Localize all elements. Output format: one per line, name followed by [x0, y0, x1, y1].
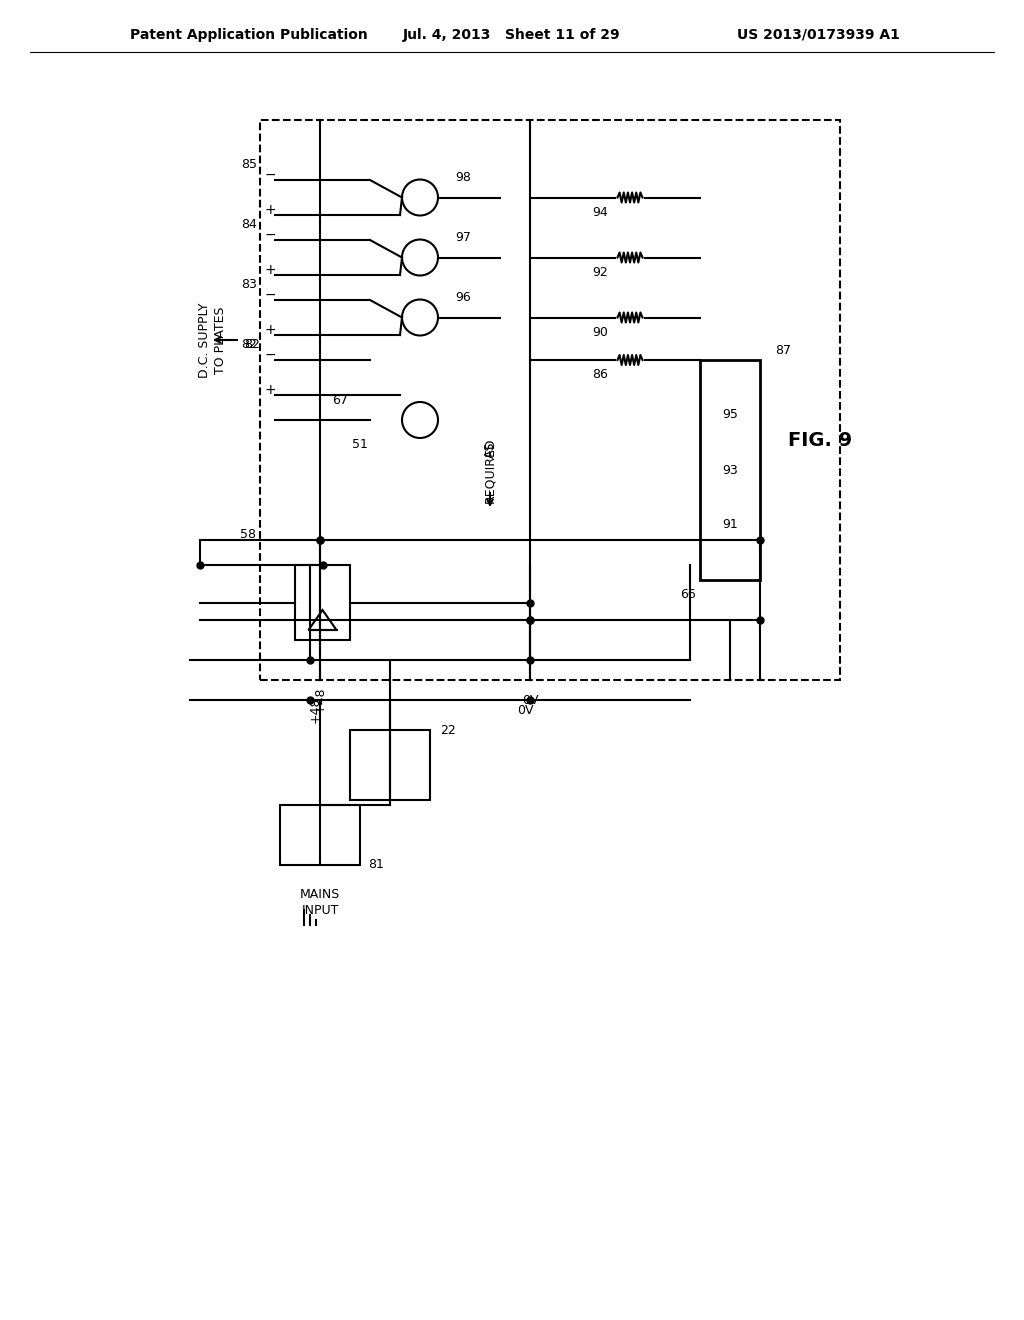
Text: D.C. SUPPLY: D.C. SUPPLY — [199, 302, 212, 378]
Bar — [350, 730, 430, 800]
Text: 92: 92 — [592, 267, 608, 279]
Text: MAINS: MAINS — [300, 888, 340, 902]
Text: −: − — [264, 348, 275, 362]
Text: 82: 82 — [241, 338, 257, 351]
Text: 97: 97 — [455, 231, 471, 244]
Text: 98: 98 — [455, 172, 471, 183]
Text: 84: 84 — [241, 219, 257, 231]
Text: 58: 58 — [240, 528, 256, 541]
Text: REQUIRED: REQUIRED — [483, 437, 497, 503]
Text: −: − — [264, 168, 275, 182]
Text: +: + — [264, 323, 275, 337]
Text: US 2013/0173939 A1: US 2013/0173939 A1 — [737, 28, 900, 42]
Text: 93: 93 — [722, 463, 738, 477]
Text: 86: 86 — [592, 368, 608, 381]
Text: +48: +48 — [313, 686, 327, 713]
Text: 66: 66 — [680, 589, 696, 602]
Bar — [260, 120, 840, 680]
Text: 82: 82 — [244, 338, 260, 351]
Bar — [295, 565, 350, 640]
Text: 0V: 0V — [522, 693, 539, 706]
Text: +48: +48 — [308, 697, 322, 723]
Text: 51: 51 — [352, 438, 368, 451]
Text: 94: 94 — [592, 206, 608, 219]
Text: 83: 83 — [241, 279, 257, 292]
Text: FIG. 9: FIG. 9 — [787, 430, 852, 450]
Text: 0V: 0V — [517, 704, 534, 717]
Text: Patent Application Publication: Patent Application Publication — [130, 28, 368, 42]
Text: 85: 85 — [241, 158, 257, 172]
Text: 90: 90 — [592, 326, 608, 339]
Text: AS: AS — [483, 442, 497, 458]
Bar — [700, 360, 760, 579]
Text: 87: 87 — [775, 343, 791, 356]
Bar — [280, 805, 360, 865]
Text: −: − — [264, 228, 275, 242]
Text: 67: 67 — [332, 393, 348, 407]
Text: +: + — [264, 383, 275, 397]
Text: INPUT: INPUT — [301, 903, 339, 916]
Text: TO PLATES: TO PLATES — [213, 306, 226, 374]
Text: Jul. 4, 2013   Sheet 11 of 29: Jul. 4, 2013 Sheet 11 of 29 — [403, 28, 621, 42]
Text: +: + — [264, 263, 275, 277]
Text: −: − — [264, 288, 275, 302]
Text: 81: 81 — [368, 858, 384, 871]
Text: 91: 91 — [722, 519, 738, 532]
Text: 96: 96 — [455, 290, 471, 304]
Text: 95: 95 — [722, 408, 738, 421]
Text: +: + — [264, 203, 275, 216]
Text: 22: 22 — [440, 723, 456, 737]
